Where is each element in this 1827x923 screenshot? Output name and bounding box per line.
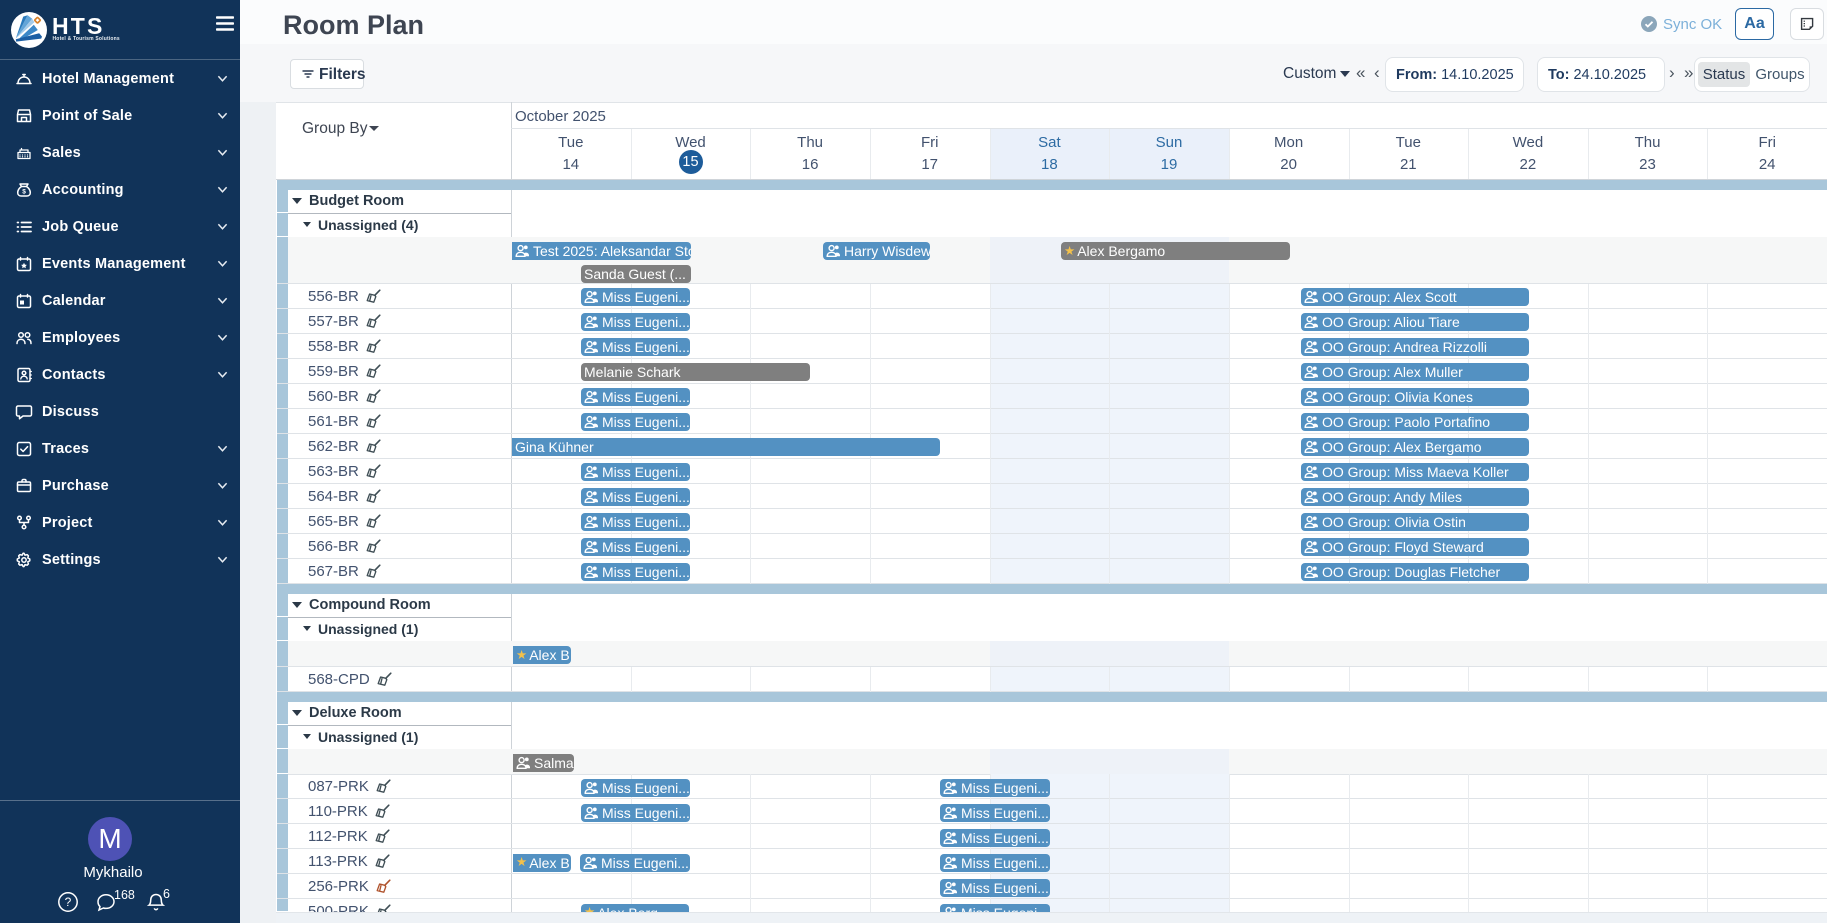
svg-text:?: ? [65, 895, 72, 909]
svg-text:$: $ [22, 188, 26, 195]
